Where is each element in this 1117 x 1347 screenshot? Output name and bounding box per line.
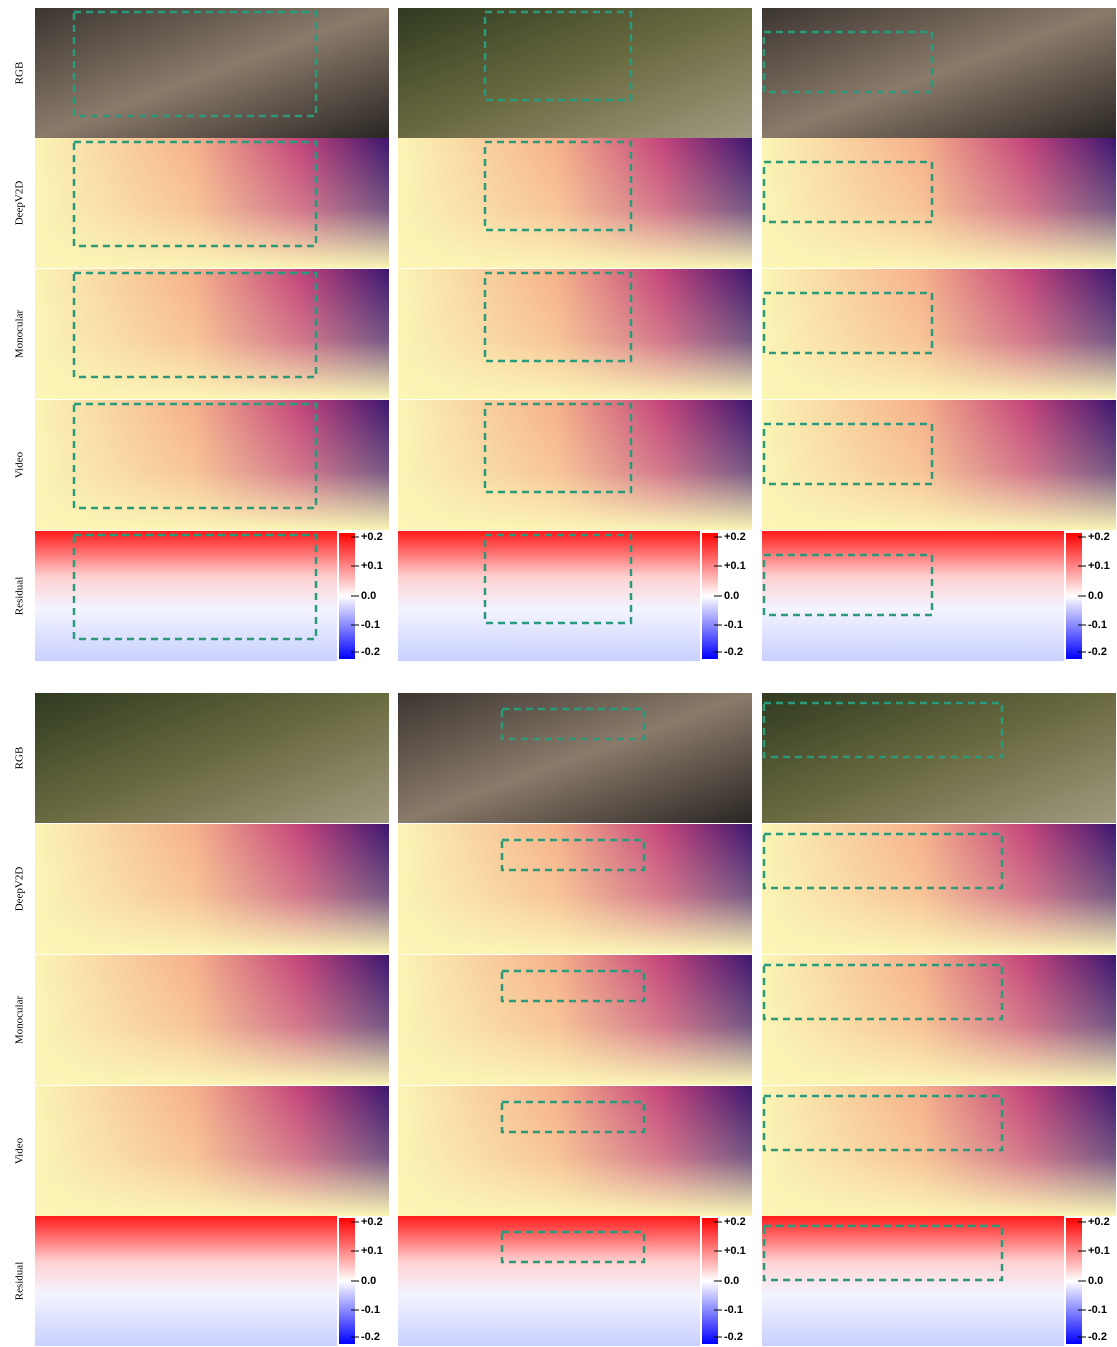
colorbar-tick-label: -0.1 (361, 1304, 380, 1316)
colorbar-tick-label: -0.1 (1088, 1304, 1107, 1316)
colorbar-tick-label: +0.1 (724, 560, 746, 572)
rgb-image (35, 8, 389, 138)
colorbar-tick-label: 0.0 (724, 1275, 739, 1287)
residual-map (762, 531, 1064, 661)
rgb-image (762, 8, 1116, 138)
colorbar-tick-label: +0.1 (361, 1245, 383, 1257)
depth-map-shade (398, 955, 752, 1085)
depth-map-shade (35, 269, 389, 399)
colorbar-tick-label: +0.2 (724, 531, 746, 543)
row-label: DeepV2D (14, 867, 26, 912)
row-label: Video (14, 1137, 26, 1164)
colorbar-tick-label: -0.2 (724, 646, 743, 658)
depth-map-shade (35, 138, 389, 268)
figure: RGB DeepV2D Monocular Video Residual +0.2 +0.1… (0, 0, 1117, 1347)
colorbar-tick-label: -0.1 (1088, 619, 1107, 631)
colorbar-tick-label: +0.1 (361, 560, 383, 572)
rgb-image (398, 8, 752, 138)
depth-map-shade (398, 824, 752, 954)
row-label: RGB (14, 747, 26, 770)
residual-map (398, 531, 700, 661)
residual-map (35, 531, 337, 661)
colorbar-tick-label: 0.0 (1088, 590, 1103, 602)
depth-map-shade (35, 400, 389, 530)
colorbar-tick-label: 0.0 (361, 1275, 376, 1287)
depth-map-shade (35, 1086, 389, 1216)
colorbar-tick-label: 0.0 (361, 590, 376, 602)
colorbar-tick-label: -0.2 (361, 1331, 380, 1343)
colorbar-tick-label: 0.0 (1088, 1275, 1103, 1287)
rgb-image (35, 693, 389, 823)
colorbar-tick-label: -0.2 (1088, 1331, 1107, 1343)
depth-map-shade (398, 400, 752, 530)
row-label: Video (14, 451, 26, 478)
colorbar-tick-label: +0.2 (361, 1216, 383, 1228)
depth-map-shade (762, 269, 1116, 399)
row-label: DeepV2D (14, 181, 26, 226)
colorbar-tick-label: -0.1 (724, 619, 743, 631)
row-label: Monocular (14, 996, 26, 1045)
colorbar-tick-label: -0.1 (361, 619, 380, 631)
colorbar-tick-label: -0.2 (361, 646, 380, 658)
depth-map-shade (398, 269, 752, 399)
colorbar-tick-label: +0.2 (724, 1216, 746, 1228)
colorbar-tick-label: +0.1 (1088, 1245, 1110, 1257)
residual-map (398, 1216, 700, 1346)
colorbar-tick-label: 0.0 (724, 590, 739, 602)
colorbar-tick-label: +0.2 (1088, 1216, 1110, 1228)
depth-map-shade (35, 824, 389, 954)
rgb-image (398, 693, 752, 823)
depth-map-shade (762, 138, 1116, 268)
colorbar-tick-label: -0.2 (724, 1331, 743, 1343)
depth-map-shade (398, 1086, 752, 1216)
colorbar-tick-label: -0.2 (1088, 646, 1107, 658)
depth-map-shade (35, 955, 389, 1085)
row-label: Residual (14, 1262, 26, 1301)
depth-map-shade (762, 400, 1116, 530)
colorbar-tick-label: +0.1 (724, 1245, 746, 1257)
colorbar-tick-label: -0.1 (724, 1304, 743, 1316)
colorbar-tick-label: +0.2 (1088, 531, 1110, 543)
colorbar-tick-label: +0.2 (361, 531, 383, 543)
row-label: Monocular (14, 310, 26, 359)
row-label: RGB (14, 62, 26, 85)
depth-map-shade (398, 138, 752, 268)
row-label: Residual (14, 577, 26, 616)
colorbar-tick-label: +0.1 (1088, 560, 1110, 572)
residual-map (35, 1216, 337, 1346)
